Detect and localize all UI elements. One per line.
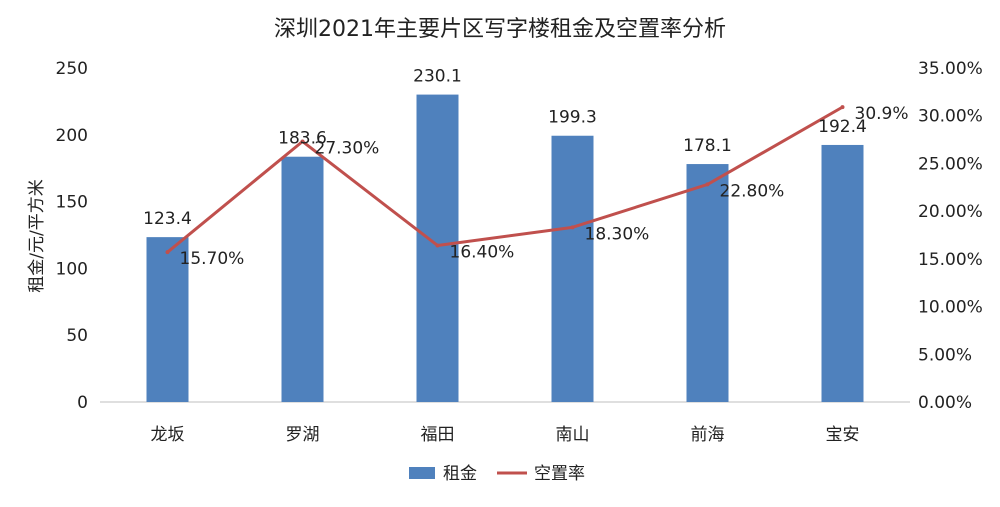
line-path (166, 105, 844, 254)
x-tick-label: 宝安 (826, 425, 860, 445)
line-point (300, 139, 305, 144)
line-value-label: 27.30% (315, 138, 380, 158)
y-left-tick-label: 250 (56, 59, 88, 79)
bar (281, 156, 324, 402)
y-left-tick-label: 100 (56, 259, 88, 279)
bar (416, 94, 459, 403)
line-point (165, 250, 170, 255)
bar-series (146, 94, 864, 403)
line-point (840, 105, 845, 110)
bar (686, 164, 729, 402)
y-left-axis-label: 租金/元/平方米 (27, 179, 47, 292)
y-right-tick-label: 10.00% (918, 298, 983, 318)
y-left-tick-label: 150 (56, 193, 88, 213)
y-right-tick-label: 5.00% (918, 345, 972, 365)
bar (146, 237, 189, 402)
data-labels: 123.4 183.6 230.1 199.3 178.1 192.4 15.70% 27.3… (143, 67, 908, 270)
bar-value-label: 199.3 (548, 108, 597, 128)
bar (551, 135, 594, 402)
line-value-label: 30.9% (855, 104, 909, 124)
bar-value-label: 123.4 (143, 209, 192, 229)
x-tick-label: 前海 (691, 425, 725, 445)
y-left-tick-label: 0 (77, 393, 88, 413)
line-point (705, 182, 710, 187)
y-right-tick-label: 35.00% (918, 59, 983, 79)
x-tick-label: 南山 (556, 425, 590, 445)
line-value-label: 16.40% (450, 242, 515, 262)
legend-label-line: 空置率 (534, 464, 585, 484)
chart-title: 深圳2021年主要片区写字楼租金及空置率分析 (274, 17, 726, 42)
bar-value-label: 183.6 (278, 129, 327, 149)
line-point (570, 225, 575, 230)
y-right-tick-label: 25.00% (918, 154, 983, 174)
line-point (435, 243, 440, 248)
line-series (165, 105, 845, 255)
y-right-tick-label: 20.00% (918, 202, 983, 222)
line-value-label: 22.80% (720, 181, 785, 201)
y-left-tick-label: 50 (66, 326, 88, 346)
legend-swatch-bar (409, 467, 435, 479)
x-tick-label: 罗湖 (286, 425, 320, 445)
line-value-label: 15.70% (180, 249, 245, 269)
bar-value-label: 192.4 (818, 117, 867, 137)
y-left-tick-label: 200 (56, 126, 88, 146)
axes: 0 50 100 150 200 250 0.00% 5.00% 10.00% 15.00% 20.… (56, 59, 983, 445)
x-tick-label: 福田 (421, 425, 455, 445)
bar-value-label: 178.1 (683, 136, 732, 156)
legend: 租金 空置率 (409, 464, 585, 484)
legend-label-bar: 租金 (443, 464, 477, 484)
x-tick-label: 龙坂 (151, 425, 185, 445)
y-right-tick-label: 15.00% (918, 250, 983, 270)
y-right-tick-label: 30.00% (918, 107, 983, 127)
bar (821, 144, 864, 402)
y-right-tick-label: 0.00% (918, 393, 972, 413)
line-value-label: 18.30% (585, 224, 650, 244)
bar-value-label: 230.1 (413, 67, 462, 87)
